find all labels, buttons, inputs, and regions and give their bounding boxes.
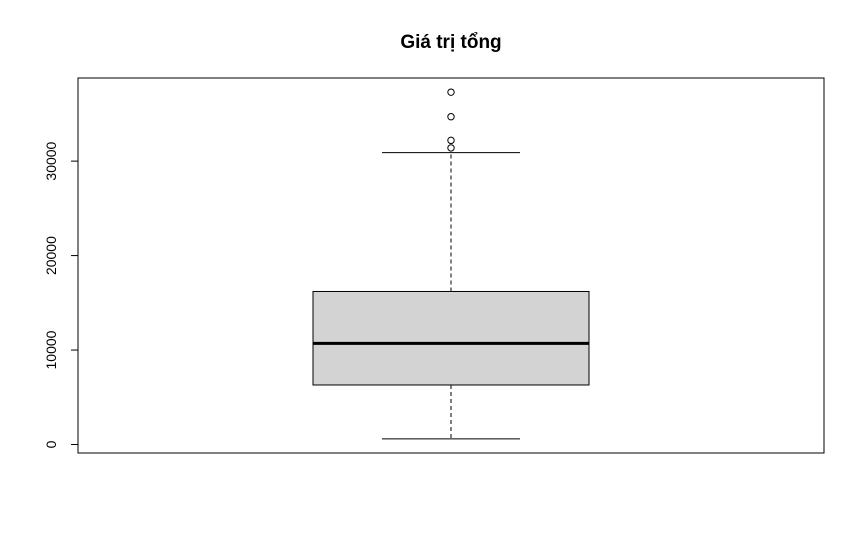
y-tick-label: 30000: [43, 141, 59, 180]
outlier-point: [448, 89, 454, 95]
outlier-point: [448, 137, 454, 143]
interquartile-box: [313, 291, 589, 385]
outliers: [448, 89, 454, 151]
y-tick-label: 0: [43, 440, 59, 448]
chart-title: Giá trị tổng: [400, 32, 501, 53]
plot-frame: [78, 78, 824, 453]
y-tick-label: 10000: [43, 330, 59, 369]
boxplot: [313, 153, 589, 439]
outlier-point: [448, 114, 454, 120]
y-axis: 0 10000 20000 30000: [43, 141, 78, 448]
y-tick-label: 20000: [43, 236, 59, 275]
outlier-point: [448, 145, 454, 151]
